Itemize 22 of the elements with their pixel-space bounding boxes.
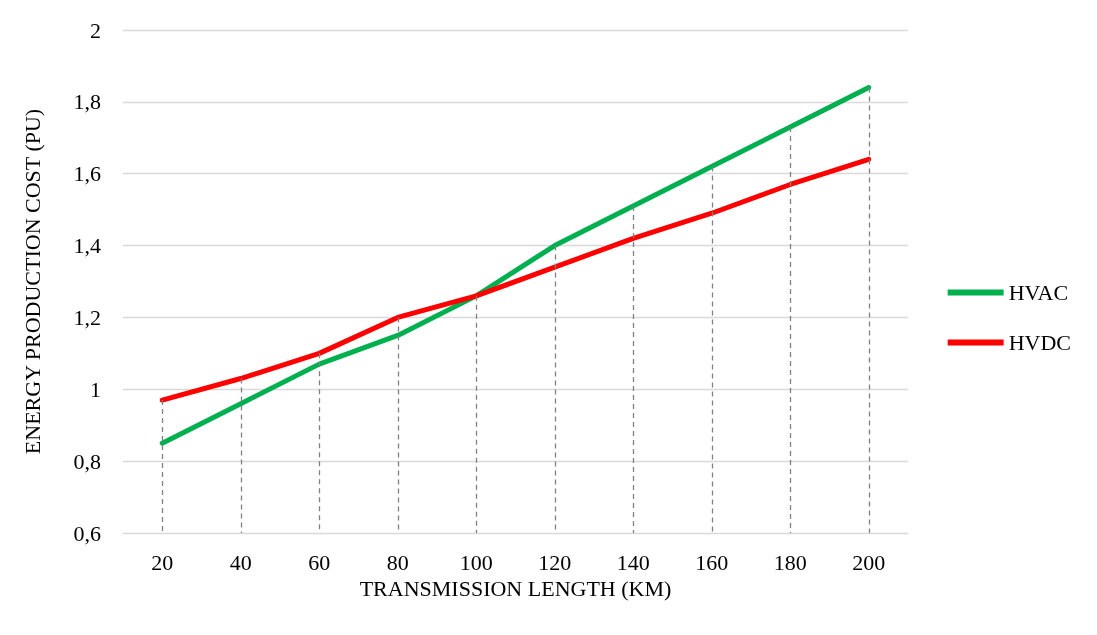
x-tick-label: 140 (616, 549, 650, 575)
x-tick-label: 160 (695, 549, 729, 575)
x-tick-label: 40 (229, 549, 252, 575)
legend-label: HVAC (1008, 280, 1069, 305)
x-tick-label: 60 (308, 549, 331, 575)
y-tick-label: 1 (90, 376, 101, 402)
y-axis-title: ENERGY PRODUCTION COST (PU) (19, 108, 45, 455)
y-tick-label: 0,6 (73, 520, 101, 546)
x-tick-label: 200 (852, 549, 886, 575)
y-tick-label: 1,2 (73, 304, 101, 330)
legend-label: HVDC (1008, 330, 1072, 355)
x-tick-label: 80 (386, 549, 409, 575)
y-tick-label: 1,4 (73, 233, 101, 259)
y-tick-label: 1,8 (73, 89, 101, 115)
x-tick-label: 100 (459, 549, 493, 575)
x-axis-title: TRANSMISSION LENGTH (KM) (359, 576, 672, 602)
x-tick-label: 120 (538, 549, 572, 575)
x-tick-label: 20 (151, 549, 174, 575)
y-tick-label: 0,8 (73, 448, 101, 474)
y-tick-label: 2 (90, 17, 101, 43)
x-tick-label: 180 (773, 549, 807, 575)
y-tick-label: 1,6 (73, 161, 101, 187)
